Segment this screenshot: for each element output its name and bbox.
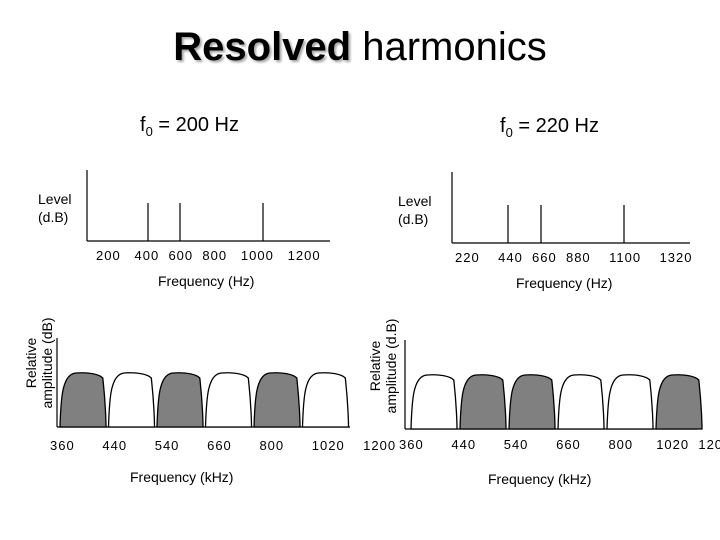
left-f0-label: f0 = 200 Hz — [140, 114, 239, 139]
left-filter-xlabel: Frequency (kHz) — [130, 469, 234, 485]
left-spectrum-xlabel: Frequency (Hz) — [158, 273, 255, 289]
filter-shape-shaded — [59, 372, 107, 428]
right-filter-xlabel: Frequency (kHz) — [488, 471, 592, 487]
left-spectrum — [86, 170, 330, 242]
filter-shape-white — [204, 372, 253, 428]
right-level-label: Level (d.B) — [398, 193, 432, 227]
filter-shape-white — [410, 374, 458, 430]
right-spectrum-ticks: 220 440 660 880 1100 1320 — [455, 250, 693, 265]
right-spectrum-xlabel: Frequency (Hz) — [516, 275, 613, 291]
left-spectrum-ticks: 200 400 600 800 1000 1200 — [96, 248, 321, 263]
filter-shape-shaded — [508, 374, 556, 430]
left-filter-ticks: 360 440 540 660 800 1020 1200 — [50, 438, 397, 453]
left-filter-bank — [56, 338, 350, 428]
filter-shape-white — [107, 372, 156, 428]
left-level-label: Level (d.B) — [38, 191, 72, 225]
right-filter-ticks: 360 440 540 660 800 1020 1200 — [399, 437, 720, 452]
filter-shape-shaded — [459, 374, 507, 430]
filter-shape-shaded — [655, 374, 703, 430]
filter-shape-white — [557, 374, 605, 430]
page-title: Resolved harmonics — [0, 22, 720, 72]
filter-shape-shaded — [253, 372, 301, 428]
right-filter-bank — [404, 340, 703, 430]
filter-shape-white — [301, 372, 350, 428]
filter-shape-shaded — [156, 372, 204, 428]
right-f0-label: f0 = 220 Hz — [500, 115, 599, 140]
right-spectrum — [451, 172, 690, 244]
filter-shape-white — [606, 374, 654, 430]
title-rest: harmonics — [351, 25, 547, 69]
title-bold: Resolved — [173, 25, 352, 69]
